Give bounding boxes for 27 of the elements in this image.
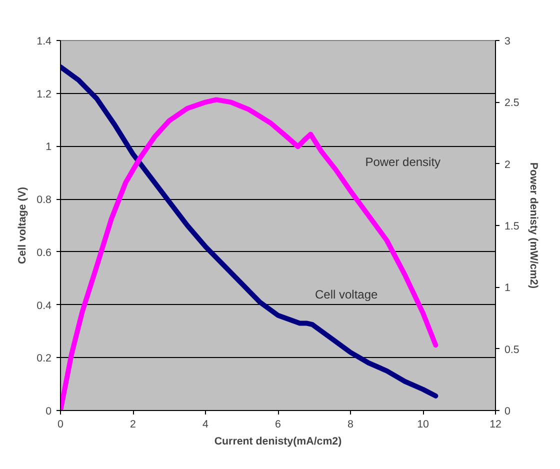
x-tick-label: 8 [348, 418, 354, 430]
y2-tick-label: 1 [504, 282, 510, 294]
y-axis-title: Cell voltage (V) [16, 186, 29, 264]
series-label: Cell voltage [315, 287, 378, 302]
x-tick-label: 4 [202, 418, 209, 430]
x-axis-title: Current denisty(mA/cm2) [214, 436, 342, 448]
y2-tick-label: 1.5 [504, 220, 520, 232]
y2-tick-label: 0.5 [504, 344, 520, 356]
y2-tick-label: 2 [504, 158, 510, 171]
y2-axis-title: Power denisty (mW/cm2) [527, 162, 540, 290]
y-tick-label: 0.6 [36, 246, 52, 259]
x-tick-label: 2 [130, 418, 136, 430]
x-tick-label: 10 [417, 418, 429, 430]
y-tick-label: 0.2 [36, 352, 52, 365]
x-tick-label: 0 [58, 418, 64, 430]
y-tick-label: 1.4 [36, 36, 52, 48]
y-tick-label: 0.4 [36, 300, 52, 312]
y-tick-label: 0.8 [36, 194, 52, 206]
y2-tick-label: 0 [504, 406, 510, 418]
x-tick-label: 6 [275, 418, 282, 430]
y-tick-label: 0 [46, 406, 52, 418]
x-tick-label: 12 [490, 418, 502, 430]
y-tick-label: 1.2 [36, 88, 52, 100]
y2-tick-label: 3 [504, 36, 510, 48]
text: Power density [365, 155, 441, 170]
y2-tick-label: 2.5 [504, 97, 520, 110]
y-tick-label: 1 [46, 141, 52, 154]
